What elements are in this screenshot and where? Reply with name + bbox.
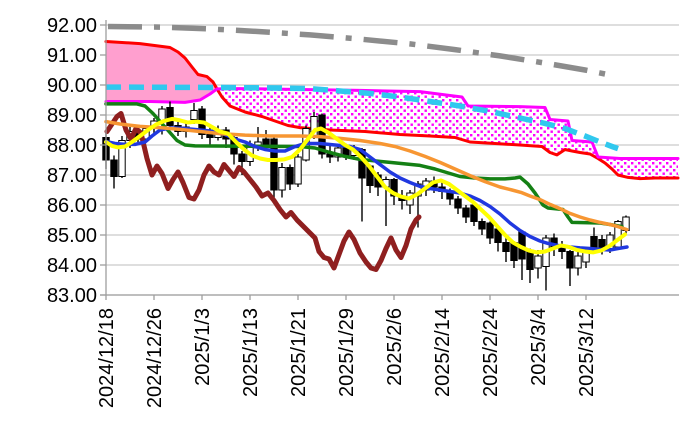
candle	[406, 190, 414, 214]
candle-body-down	[318, 114, 326, 155]
candle-body-down	[270, 138, 278, 191]
y-axis-label: 84.00	[47, 255, 97, 277]
candle	[622, 215, 630, 235]
y-axis-label: 85.00	[47, 225, 97, 247]
candle-body-down	[390, 179, 398, 197]
y-axis-label: 83.00	[47, 285, 97, 307]
y-axis-label: 92.00	[47, 15, 97, 37]
candle	[454, 196, 462, 214]
candle	[518, 230, 526, 280]
x-axis-label: 2025/3/12	[576, 308, 598, 397]
line-mid-level-cyan	[105, 84, 619, 152]
candle	[574, 251, 582, 276]
x-axis-label: 2025/2/24	[480, 308, 502, 397]
candle-body-up	[190, 110, 198, 120]
candle-body-down	[502, 242, 510, 252]
candle-body-down	[110, 159, 118, 177]
x-axis-label: 2025/3/4	[528, 308, 550, 386]
x-axis-label: 2024/12/18	[96, 308, 118, 408]
background-lines-layer	[104, 23, 680, 181]
candle	[534, 250, 542, 279]
x-axis-label: 2025/1/3	[192, 308, 214, 386]
candle-body-down	[566, 251, 574, 269]
candle	[110, 155, 118, 189]
x-axis-label: 2024/12/26	[144, 308, 166, 408]
x-axis-label: 2025/1/21	[288, 308, 310, 397]
axis-labels-layer: 92.00 91.00 90.00 89.00 88.00 87.00 86.00 85.00…	[47, 15, 598, 408]
candle-body-up	[118, 140, 126, 177]
solid-pink-cloud	[106, 41, 217, 103]
line-upper-resistance-gray	[107, 23, 613, 79]
axes-layer	[100, 20, 679, 300]
candle-body-down	[478, 221, 486, 230]
candle	[526, 248, 534, 283]
x-axis-label: 2025/2/14	[432, 308, 454, 397]
candle-body-down	[262, 138, 270, 146]
candle-body-up	[574, 255, 582, 269]
candle	[502, 236, 510, 262]
y-axis-label: 87.00	[47, 165, 97, 187]
candle	[278, 163, 286, 198]
candle-body-up	[278, 167, 286, 191]
candle	[486, 221, 494, 244]
candle-body-down	[286, 167, 294, 185]
candle-body-down	[206, 134, 214, 138]
y-axis-label: 91.00	[47, 45, 97, 67]
candle-body-down	[166, 107, 174, 126]
y-axis-label: 90.00	[47, 75, 97, 97]
candle-body-down	[486, 222, 494, 239]
line-cloud-boundary-red	[104, 40, 680, 181]
candle-body-down	[454, 198, 462, 209]
candle	[294, 154, 302, 187]
y-axis-label: 86.00	[47, 195, 97, 217]
x-axis-label: 2025/1/29	[336, 308, 358, 397]
candle	[566, 250, 574, 286]
candle-body-down	[238, 153, 246, 162]
candle	[462, 205, 470, 223]
x-axis-label: 2025/1/13	[240, 308, 262, 397]
candle-body-down	[590, 236, 598, 248]
line-lagging-span-maroon	[104, 111, 422, 272]
candle	[286, 164, 294, 190]
candle-body-down	[462, 207, 470, 218]
dotted-magenta-cloud	[217, 88, 678, 179]
x-axis-label: 2025/2/6	[384, 308, 406, 386]
line-cloud-boundary-magenta	[104, 87, 680, 160]
candle	[398, 190, 406, 210]
y-axis-label: 89.00	[47, 105, 97, 127]
candle-body-up	[294, 156, 302, 185]
overlay-lines-layer	[104, 102, 629, 272]
candle-body-up	[534, 255, 542, 269]
candle	[478, 218, 486, 235]
candle	[166, 101, 174, 129]
line-fast-ma-yellow	[104, 116, 627, 255]
line-smooth-ma-orange	[104, 119, 629, 232]
line-slow-ma-green	[104, 102, 624, 229]
y-axis-label: 88.00	[47, 135, 97, 157]
